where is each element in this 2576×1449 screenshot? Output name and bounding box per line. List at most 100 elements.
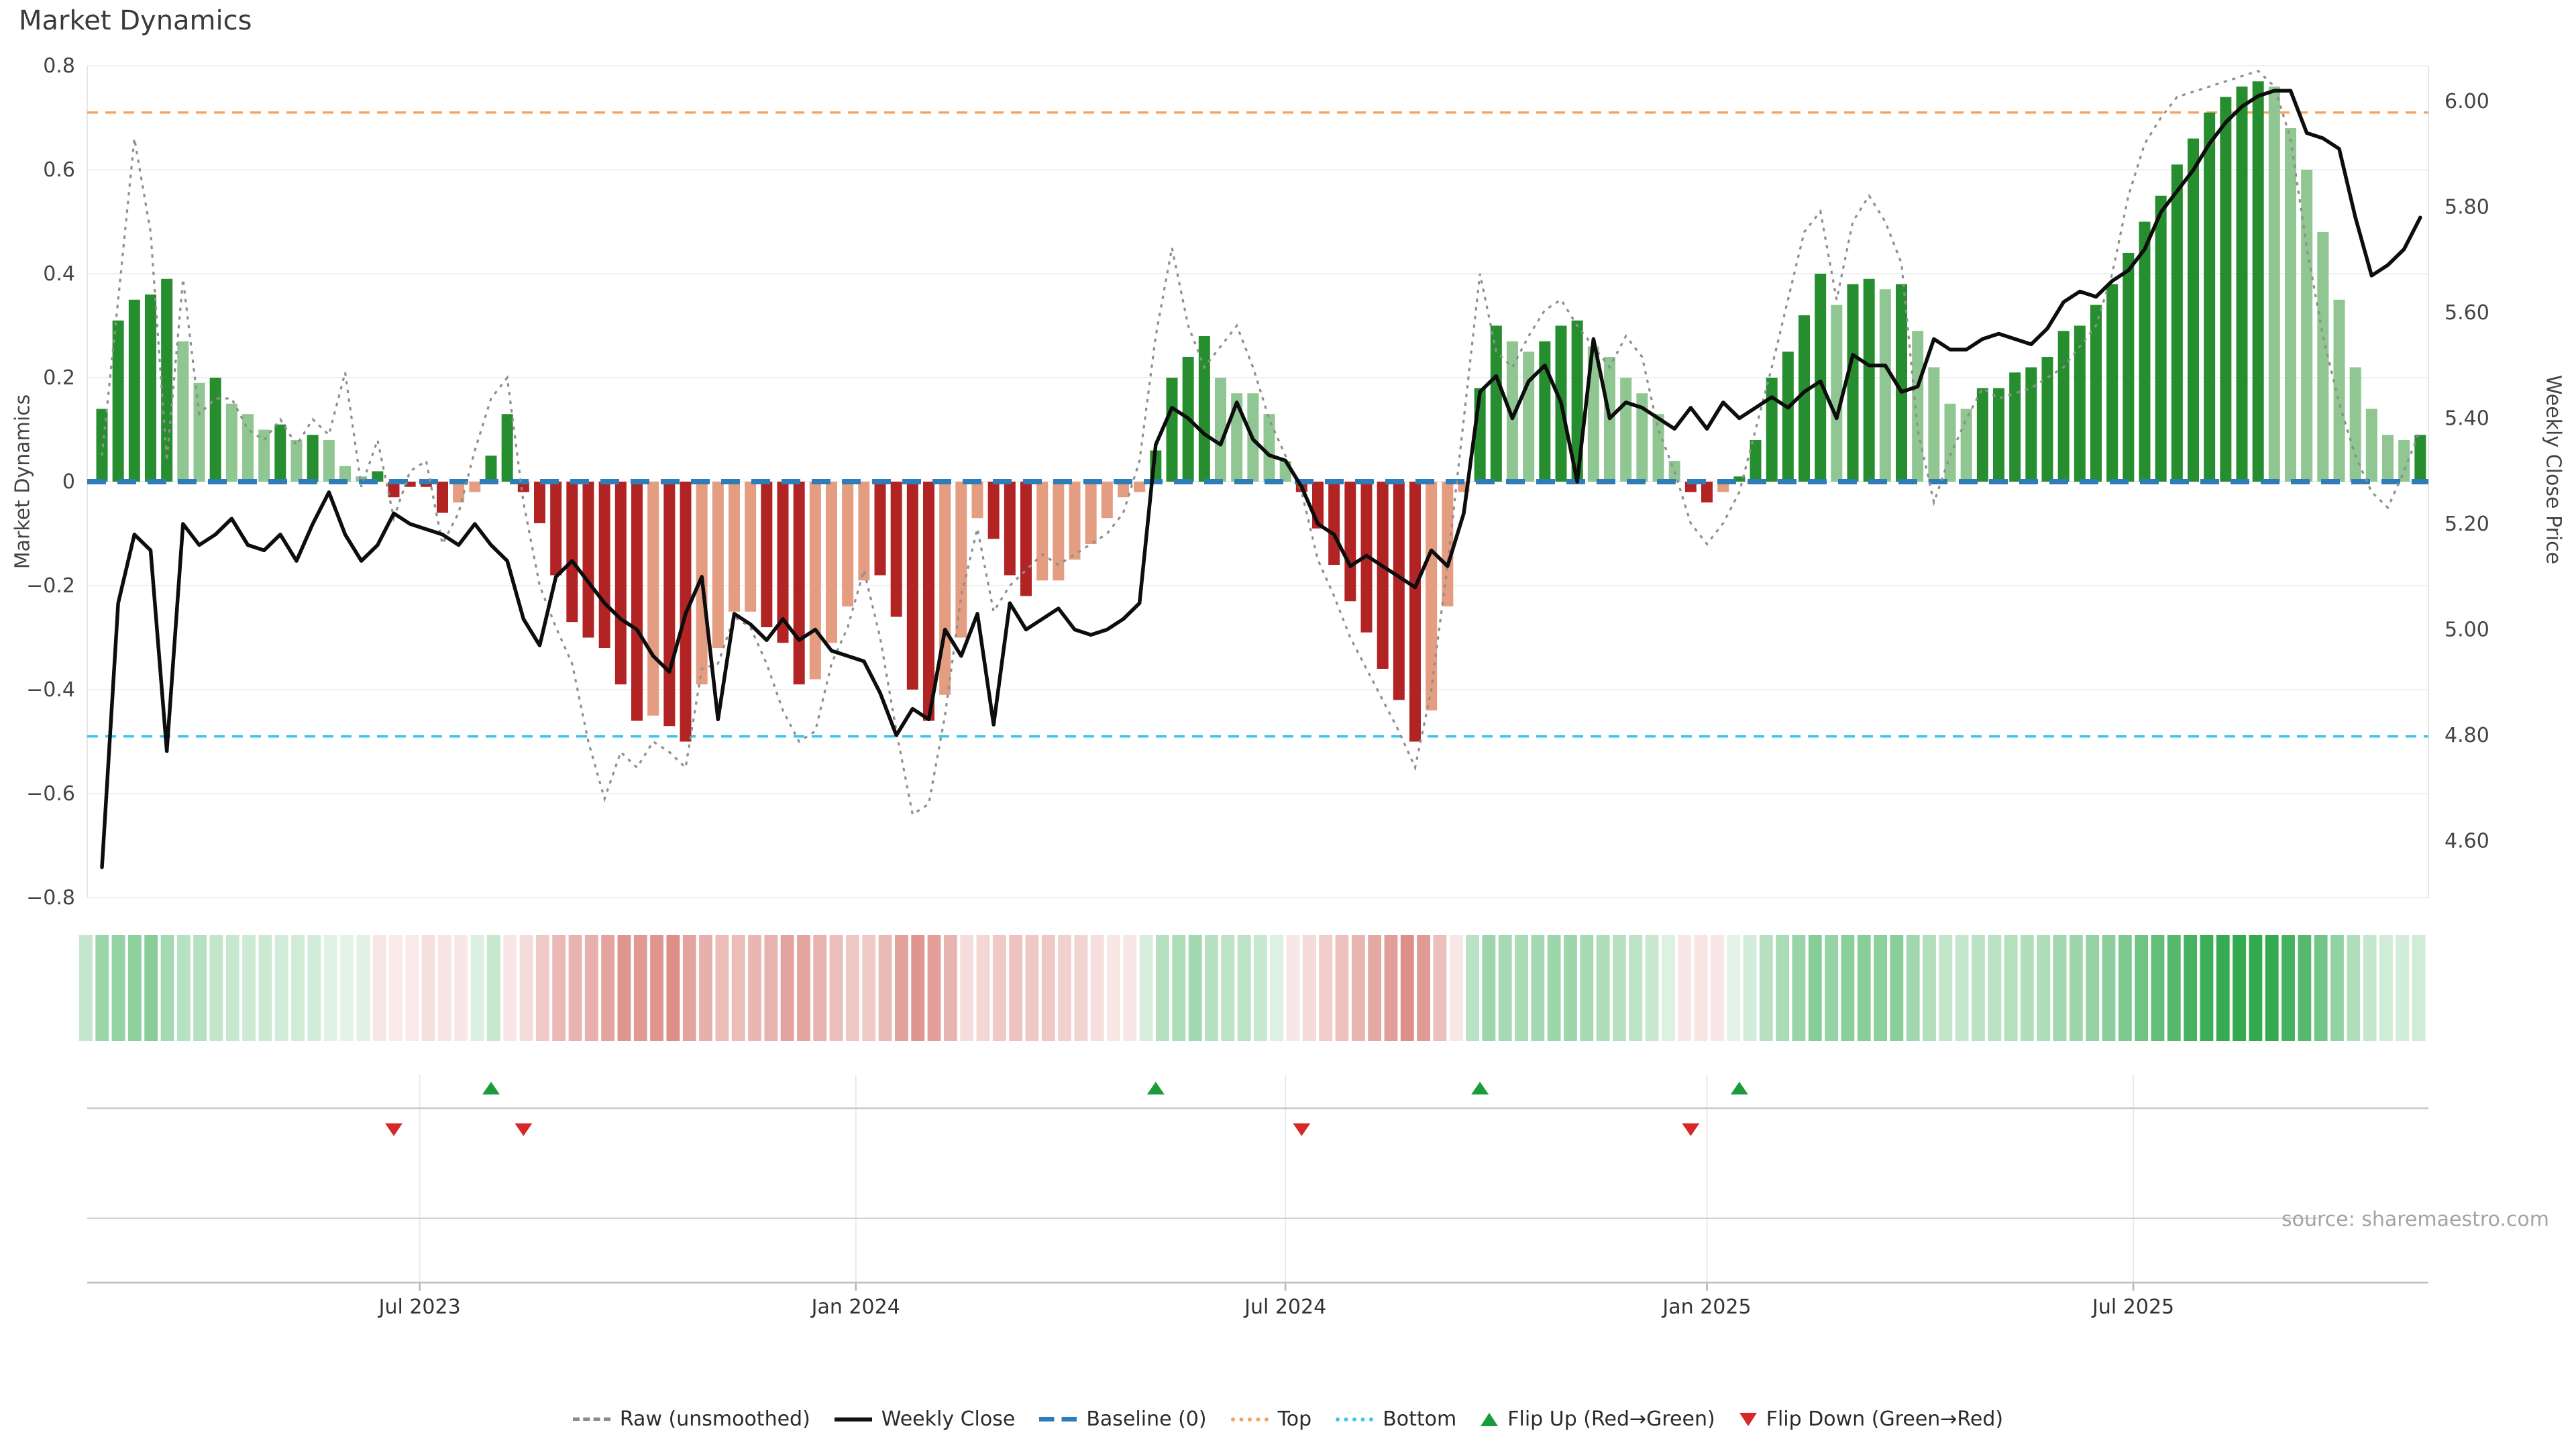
y-left-tick-label: 0.8 bbox=[43, 54, 75, 78]
y-left-tick-label: −0.6 bbox=[26, 782, 75, 806]
heatmap-cell bbox=[1547, 935, 1561, 1041]
heatmap-cell bbox=[340, 935, 354, 1041]
heatmap-cell bbox=[1972, 935, 1985, 1041]
heatmap-cell bbox=[2004, 935, 2018, 1041]
dynamics-bar-positive bbox=[2268, 87, 2280, 482]
dynamics-bar-negative bbox=[1020, 482, 1032, 596]
heatmap-cell bbox=[1351, 935, 1365, 1041]
dynamics-bar-negative bbox=[550, 482, 562, 576]
dynamics-bar-negative bbox=[923, 482, 934, 721]
dynamics-bar-positive bbox=[2123, 253, 2135, 482]
heatmap-cell bbox=[2265, 935, 2279, 1041]
dynamics-bar-positive bbox=[1668, 461, 1680, 482]
heatmap-cell bbox=[209, 935, 223, 1041]
dynamics-bar-negative bbox=[598, 482, 610, 648]
heatmap-cell bbox=[421, 935, 435, 1041]
heatmap-cell bbox=[682, 935, 696, 1041]
heatmap-cell bbox=[2021, 935, 2034, 1041]
dynamics-bar-positive bbox=[501, 414, 513, 482]
flip-down-marker bbox=[1293, 1123, 1311, 1136]
heatmap-cell bbox=[911, 935, 925, 1041]
heatmap-cell bbox=[1172, 935, 1186, 1041]
heatmap-cell bbox=[1400, 935, 1414, 1041]
heatmap-cell bbox=[95, 935, 109, 1041]
dynamics-bar-positive bbox=[1636, 393, 1648, 482]
dynamics-bar-negative bbox=[987, 482, 1000, 539]
heatmap-cell bbox=[1874, 935, 1887, 1041]
dynamics-bar-positive bbox=[1960, 409, 1972, 482]
dynamics-bar-negative bbox=[1118, 482, 1129, 498]
dynamics-bar-negative bbox=[971, 482, 983, 519]
heatmap-cell bbox=[1759, 935, 1773, 1041]
heatmap-cell bbox=[2053, 935, 2067, 1041]
dynamics-bar-negative bbox=[566, 482, 578, 623]
heatmap-cell bbox=[2412, 935, 2426, 1041]
dynamics-bar-positive bbox=[161, 278, 173, 482]
dynamics-bar-positive bbox=[1879, 289, 1891, 482]
flip-down-icon bbox=[1739, 1412, 1757, 1426]
dynamics-bar-positive bbox=[2317, 232, 2329, 482]
heatmap-cell bbox=[1629, 935, 1643, 1041]
heatmap-cell bbox=[127, 935, 142, 1041]
dynamics-bar-positive bbox=[1766, 378, 1778, 482]
dynamics-bar-negative bbox=[1426, 482, 1438, 710]
legend-item-label: Flip Up (Red→Green) bbox=[1507, 1407, 1715, 1431]
dynamics-bar-positive bbox=[145, 294, 156, 482]
heatmap-cell bbox=[780, 935, 794, 1041]
heatmap-cell bbox=[1727, 935, 1741, 1041]
legend-item-label: Bottom bbox=[1383, 1407, 1457, 1431]
dynamics-bar-positive bbox=[339, 466, 351, 482]
heatmap-cell bbox=[535, 935, 549, 1041]
dynamics-bar-positive bbox=[485, 455, 497, 482]
heatmap-cell bbox=[1107, 935, 1120, 1041]
heatmap-cell bbox=[1384, 935, 1398, 1041]
heatmap-cell bbox=[1531, 935, 1545, 1041]
flip-down-marker bbox=[515, 1123, 533, 1136]
legend-item-label: Top bbox=[1277, 1407, 1312, 1431]
dynamics-bar-negative bbox=[842, 482, 854, 606]
heatmap-cell bbox=[111, 935, 125, 1041]
dynamics-bar-negative bbox=[1701, 482, 1713, 502]
heatmap-cell bbox=[1041, 935, 1055, 1041]
heatmap-cell bbox=[2118, 935, 2132, 1041]
dynamics-bar-positive bbox=[1198, 336, 1210, 482]
dynamics-bar-positive bbox=[2188, 138, 2199, 482]
dynamics-bar-positive bbox=[1507, 341, 1518, 482]
dynamics-bar-negative bbox=[582, 482, 594, 638]
dynamics-bar-negative bbox=[1442, 482, 1454, 606]
y-left-tick-label: 0.2 bbox=[43, 366, 75, 390]
dynamics-bar-negative bbox=[793, 482, 805, 685]
dynamics-bar-positive bbox=[209, 378, 221, 482]
dynamics-bar-positive bbox=[1896, 284, 1907, 482]
heatmap-cell bbox=[2396, 935, 2410, 1041]
dynamics-bar-negative bbox=[1409, 482, 1421, 742]
heatmap-cell bbox=[2233, 935, 2246, 1041]
heatmap-cell bbox=[2086, 935, 2100, 1041]
y-left-tick-label: 0.4 bbox=[43, 262, 75, 286]
heatmap-cell bbox=[748, 935, 761, 1041]
heatmap-cell bbox=[1498, 935, 1512, 1041]
dynamics-bar-positive bbox=[2106, 284, 2118, 482]
dynamics-bar-positive bbox=[2301, 170, 2313, 482]
heatmap-cell bbox=[2151, 935, 2165, 1041]
dynamics-bar-negative bbox=[1377, 482, 1389, 669]
heatmap-cell bbox=[2379, 935, 2393, 1041]
heatmap-cell bbox=[1466, 935, 1479, 1041]
dynamics-bar-positive bbox=[2155, 195, 2167, 482]
heatmap-cell bbox=[1009, 935, 1023, 1041]
dynamics-bar-negative bbox=[890, 482, 902, 617]
heatmap-cell bbox=[552, 935, 566, 1041]
heatmap-cell bbox=[650, 935, 663, 1041]
heatmap-cell bbox=[1825, 935, 1838, 1041]
heatmap-cell bbox=[601, 935, 615, 1041]
dynamics-bar-positive bbox=[2365, 409, 2377, 482]
dynamics-bar-positive bbox=[323, 440, 335, 482]
dynamics-bar-positive bbox=[2171, 164, 2183, 482]
heatmap-cell bbox=[389, 935, 402, 1041]
heatmap-cell bbox=[2135, 935, 2149, 1041]
dynamics-bar-positive bbox=[177, 341, 189, 482]
dynamics-bar-negative bbox=[1085, 482, 1097, 544]
heatmap-cell bbox=[1988, 935, 2002, 1041]
dynamics-bar-positive bbox=[1928, 367, 1940, 482]
dynamics-bar-positive bbox=[1782, 352, 1794, 482]
